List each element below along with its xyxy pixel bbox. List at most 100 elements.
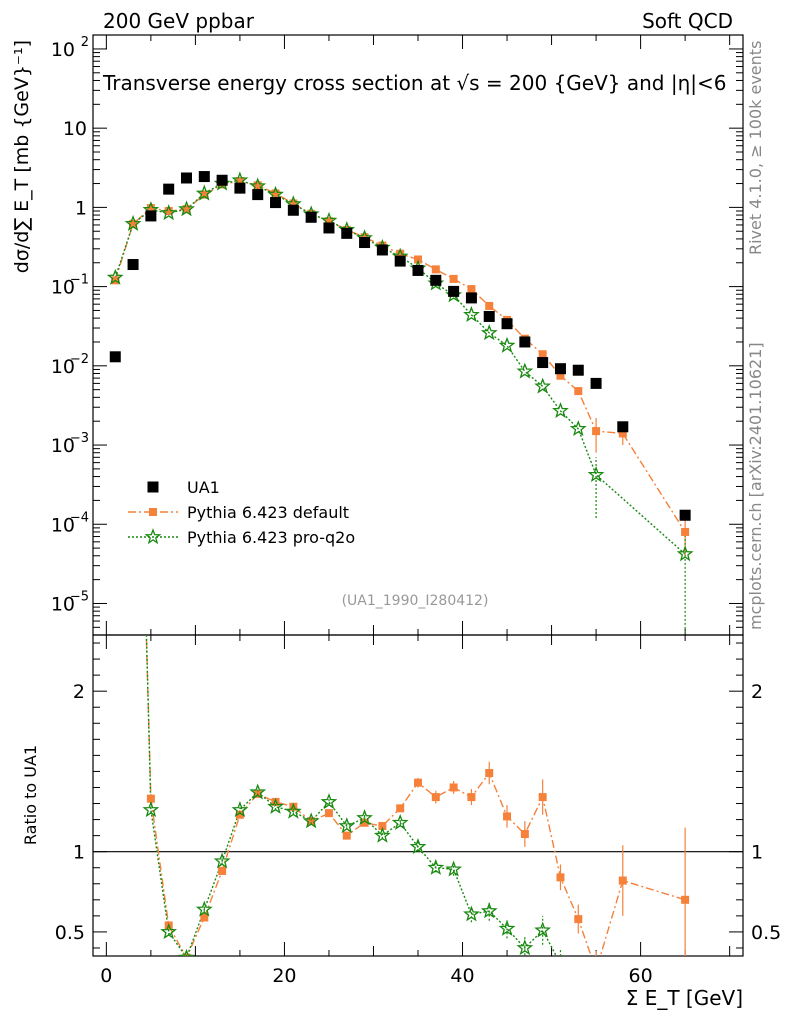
default-ratio-point <box>414 778 422 787</box>
pro-q2o-point <box>195 184 213 201</box>
main-y-tick-label: 10 <box>51 39 75 61</box>
pro-q2o-ratio-point <box>445 860 463 877</box>
default-point <box>467 285 476 294</box>
ua1-data-point <box>412 264 424 276</box>
ua1-data-point <box>252 189 264 201</box>
main-y-tick-exponent: −1 <box>70 273 89 288</box>
default-point <box>200 190 209 199</box>
ratio-series <box>142 635 690 974</box>
pro-q2o-point <box>587 466 605 482</box>
default-point <box>253 181 262 190</box>
x-tick-label: 40 <box>450 965 474 987</box>
main-y-tick-label: 10 <box>51 356 75 378</box>
default-point <box>164 207 173 216</box>
ua1-data-point <box>234 182 246 194</box>
ua1-data-point <box>519 336 531 348</box>
default-ratio-point <box>360 818 369 827</box>
pro-q2o-ratio-point <box>195 900 213 917</box>
default-point <box>324 217 333 226</box>
pro-q2o-ratio-point <box>480 902 498 919</box>
default-ratio-point <box>520 830 529 839</box>
legend-label: UA1 <box>187 478 220 497</box>
ua1-data-point <box>145 210 157 222</box>
legend-default-marker <box>149 508 157 516</box>
ua1-data-point <box>270 197 282 209</box>
pro-q2o-ratio-point <box>320 793 338 810</box>
ua1-data-point <box>287 204 299 216</box>
ratio-y-axis-label: Ratio to UA1 <box>21 745 40 845</box>
default-series-line <box>114 180 686 533</box>
default-ratio-point <box>271 797 280 806</box>
default-ratio-point <box>396 804 405 813</box>
default-point <box>449 274 458 283</box>
header-left-label: 200 GeV ppbar <box>103 9 255 33</box>
default-ratio-point <box>681 895 690 904</box>
ua1-data-point <box>127 259 139 271</box>
ua1-data-point <box>430 274 442 286</box>
ua1-data-point <box>323 222 335 234</box>
default-point <box>235 177 244 186</box>
ratio-y-tick-label-right: 0.5 <box>751 922 781 944</box>
ua1-data-point <box>679 509 691 521</box>
pro-q2o-point <box>480 324 498 341</box>
pro-q2o-ratio-point <box>231 800 249 818</box>
pro-q2o-ratio-line <box>145 635 558 956</box>
pro-q2o-ratio-point <box>463 905 480 922</box>
pro-q2o-ratio-point <box>213 852 231 869</box>
pro-q2o-ratio-point <box>249 783 267 800</box>
main-y-tick-label: 10 <box>51 277 75 299</box>
default-ratio-point <box>235 810 244 819</box>
pro-q2o-ratio-point <box>391 813 409 830</box>
main-chart-title: Transverse energy cross section at √s = … <box>102 71 726 95</box>
legend: UA1 Pythia 6.423 default Pythia 6.423 pro-… <box>128 478 355 547</box>
pro-q2o-point <box>676 545 694 562</box>
default-ratio-point <box>467 793 476 802</box>
main-y-tick-exponent: 2 <box>81 35 89 50</box>
default-point <box>182 205 191 214</box>
pro-q2o-point <box>160 204 178 221</box>
default-ratio-point <box>182 953 191 956</box>
side-label-version: Rivet 4.1.0, ≥ 100k events <box>746 41 765 255</box>
ratio-y-axis: 0.5 0.5 1 1 2 2 <box>55 642 781 949</box>
main-y-tick-base: 10 <box>51 514 75 536</box>
default-point <box>681 527 690 536</box>
default-point <box>485 301 494 310</box>
default-point <box>574 387 583 396</box>
legend-label: Pythia 6.423 pro-q2o <box>187 528 355 547</box>
default-ratio-point <box>378 821 387 830</box>
ua1-data-point <box>216 174 228 186</box>
pro-q2o-point <box>124 214 142 231</box>
default-point <box>592 427 601 436</box>
x-tick-label: 60 <box>629 965 653 987</box>
default-ratio-point <box>146 794 155 803</box>
main-y-tick-exponent: −3 <box>70 431 89 446</box>
main-y-tick-exponent: −5 <box>70 589 89 604</box>
pro-q2o-ratio-point <box>160 923 178 940</box>
main-y-axis-label: dσ/d∑ E_T [mb {GeV}⁻¹] <box>11 40 33 273</box>
ua1-data-point <box>180 172 192 184</box>
ua1-data-point <box>465 292 477 304</box>
pro-q2o-ratio-point <box>302 812 320 829</box>
main-y-tick-base: 10 <box>51 39 75 61</box>
default-point <box>146 204 155 213</box>
legend-pro-q2o-marker <box>144 528 162 545</box>
default-ratio-point <box>592 966 600 974</box>
default-ratio-point <box>449 783 458 792</box>
default-ratio-point <box>289 802 298 811</box>
pro-q2o-ratio-point <box>427 858 445 875</box>
x-tick-label: 0 <box>100 965 112 987</box>
side-label-source: mcplots.cern.ch [arXiv:2401.10621] <box>746 342 765 630</box>
pro-q2o-point <box>463 305 480 322</box>
ua1-data-point <box>554 363 566 375</box>
pro-q2o-ratio-point <box>498 919 516 936</box>
ratio-y-tick-label: 1 <box>73 842 85 864</box>
main-y-tick-base: 10 <box>51 593 75 615</box>
ua1-data-point <box>163 183 175 195</box>
default-ratio-point <box>324 809 333 818</box>
default-ratio-point <box>556 873 565 882</box>
pro-q2o-ratio-point <box>516 939 534 956</box>
pro-q2o-ratio-point <box>178 948 195 956</box>
pro-q2o-ratio-point <box>284 802 302 819</box>
default-ratio-point <box>307 817 316 826</box>
pro-q2o-ratio-point <box>560 955 561 956</box>
